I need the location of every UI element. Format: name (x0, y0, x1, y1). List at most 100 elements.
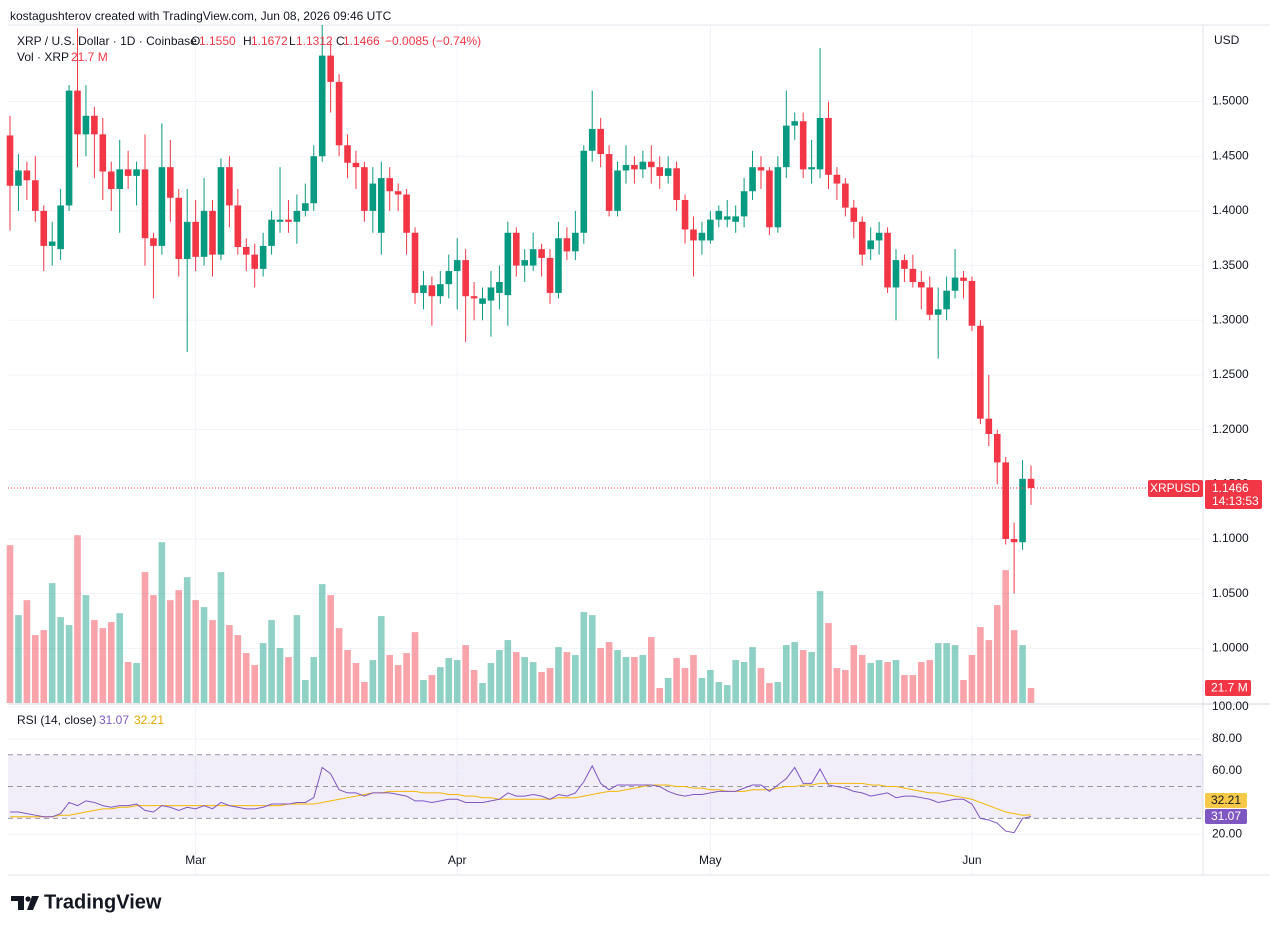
volume-bar (842, 670, 849, 703)
candle-body (732, 216, 739, 222)
candle-body (529, 249, 537, 266)
volume-bar (133, 663, 140, 703)
candle-body (276, 219, 284, 222)
overlay: 1.00001.05001.10001.15001.20001.25001.30… (185, 94, 1249, 867)
volume-bar (116, 613, 123, 703)
volume-bar (597, 648, 604, 703)
x-tick-label: Mar (185, 853, 206, 867)
candle-body (141, 169, 149, 239)
countdown: 14:13:53 (1212, 494, 1259, 508)
volume-bar (884, 662, 891, 703)
legend-key: O (191, 34, 200, 48)
volume-bar (65, 625, 73, 703)
currency: USD (1214, 33, 1240, 47)
candle-body (124, 169, 132, 176)
logo-text: TradingView (44, 891, 162, 913)
candle-body (909, 268, 917, 282)
y-tick-label: 1.3000 (1212, 312, 1249, 326)
candle-body (918, 281, 925, 288)
candle-body (302, 203, 309, 211)
candle-body (656, 167, 664, 176)
volume-bar (234, 635, 242, 703)
volume-bar (993, 605, 1001, 703)
volume-bar (200, 607, 208, 703)
volume-bar (344, 650, 351, 703)
rsi-tag-label: 31.07 (1211, 809, 1241, 823)
candle-body (631, 164, 638, 170)
volume-bar (563, 652, 571, 703)
rsi-line (10, 764, 1032, 834)
volume-bar (673, 658, 680, 703)
candle-body (875, 232, 883, 241)
volume-bar (867, 663, 874, 703)
candle-body (934, 309, 942, 315)
volume-bar (968, 655, 976, 703)
candle-body (57, 205, 64, 250)
candle-body (74, 90, 81, 135)
volume-bar (918, 662, 925, 703)
candle-body (133, 169, 140, 176)
symbol-tag (1148, 480, 1203, 497)
candle-body (985, 418, 993, 434)
rsi-tick-label: 60.00 (1212, 763, 1242, 777)
x-tick-label: Apr (448, 853, 467, 867)
candle-body (901, 260, 908, 269)
volume-bar (707, 670, 714, 703)
x-tick-label: Jun (962, 853, 981, 867)
candle-body (209, 210, 216, 255)
candle-body (740, 191, 748, 217)
candle-body (386, 178, 394, 192)
volume-value: 21.7 M (71, 50, 108, 64)
candle-body (369, 183, 377, 211)
candle-body (960, 277, 967, 281)
candle-body (158, 167, 166, 246)
candle-body (707, 219, 714, 241)
legend-value: 1.1550 (199, 34, 236, 48)
candle-body (48, 241, 56, 246)
candle-body (175, 197, 183, 260)
volume-bar (960, 680, 967, 703)
volume-bar (420, 680, 427, 703)
candle-body (605, 154, 613, 211)
candle-body (65, 90, 73, 206)
logo-icon (11, 896, 39, 910)
volume-bar (361, 682, 368, 703)
price-tag-label: 1.1466 (1212, 481, 1249, 495)
y-tick-label: 1.2000 (1212, 422, 1249, 436)
candle-body (251, 254, 259, 269)
volume-bar (614, 650, 621, 703)
candle-body (116, 169, 123, 190)
volume-bar (985, 640, 993, 703)
volume-bar (217, 572, 225, 703)
candle-body (377, 178, 385, 233)
volume-bar (926, 660, 934, 703)
candle-body (799, 121, 807, 170)
candle-body (808, 167, 815, 170)
candle-body (622, 164, 630, 171)
candle-body (977, 325, 984, 419)
candle-body (403, 194, 410, 233)
candle-body (546, 257, 554, 293)
legend-change: −0.0085 (−0.74%) (385, 34, 481, 48)
volume-bar (647, 637, 655, 703)
candle-body (968, 280, 976, 326)
candle-body (487, 287, 495, 301)
candle-body (318, 55, 326, 157)
volume-bar (411, 632, 419, 703)
volume-bar (690, 655, 697, 703)
volume-bar (1002, 570, 1009, 703)
volume-tag (1205, 680, 1251, 696)
legend-key: H (243, 34, 252, 48)
volume-bar (799, 650, 807, 703)
volume-bar (462, 645, 469, 703)
volume-bar (901, 675, 908, 703)
volume-bar (496, 650, 503, 703)
candle-body (91, 115, 98, 135)
y-tick-label: 1.0500 (1212, 586, 1249, 600)
volume-bar (732, 660, 739, 703)
candle-body (673, 168, 680, 200)
volume-bar (791, 642, 799, 703)
volume-bar (479, 683, 486, 703)
candle-body (858, 221, 866, 255)
candle-body (107, 171, 115, 190)
